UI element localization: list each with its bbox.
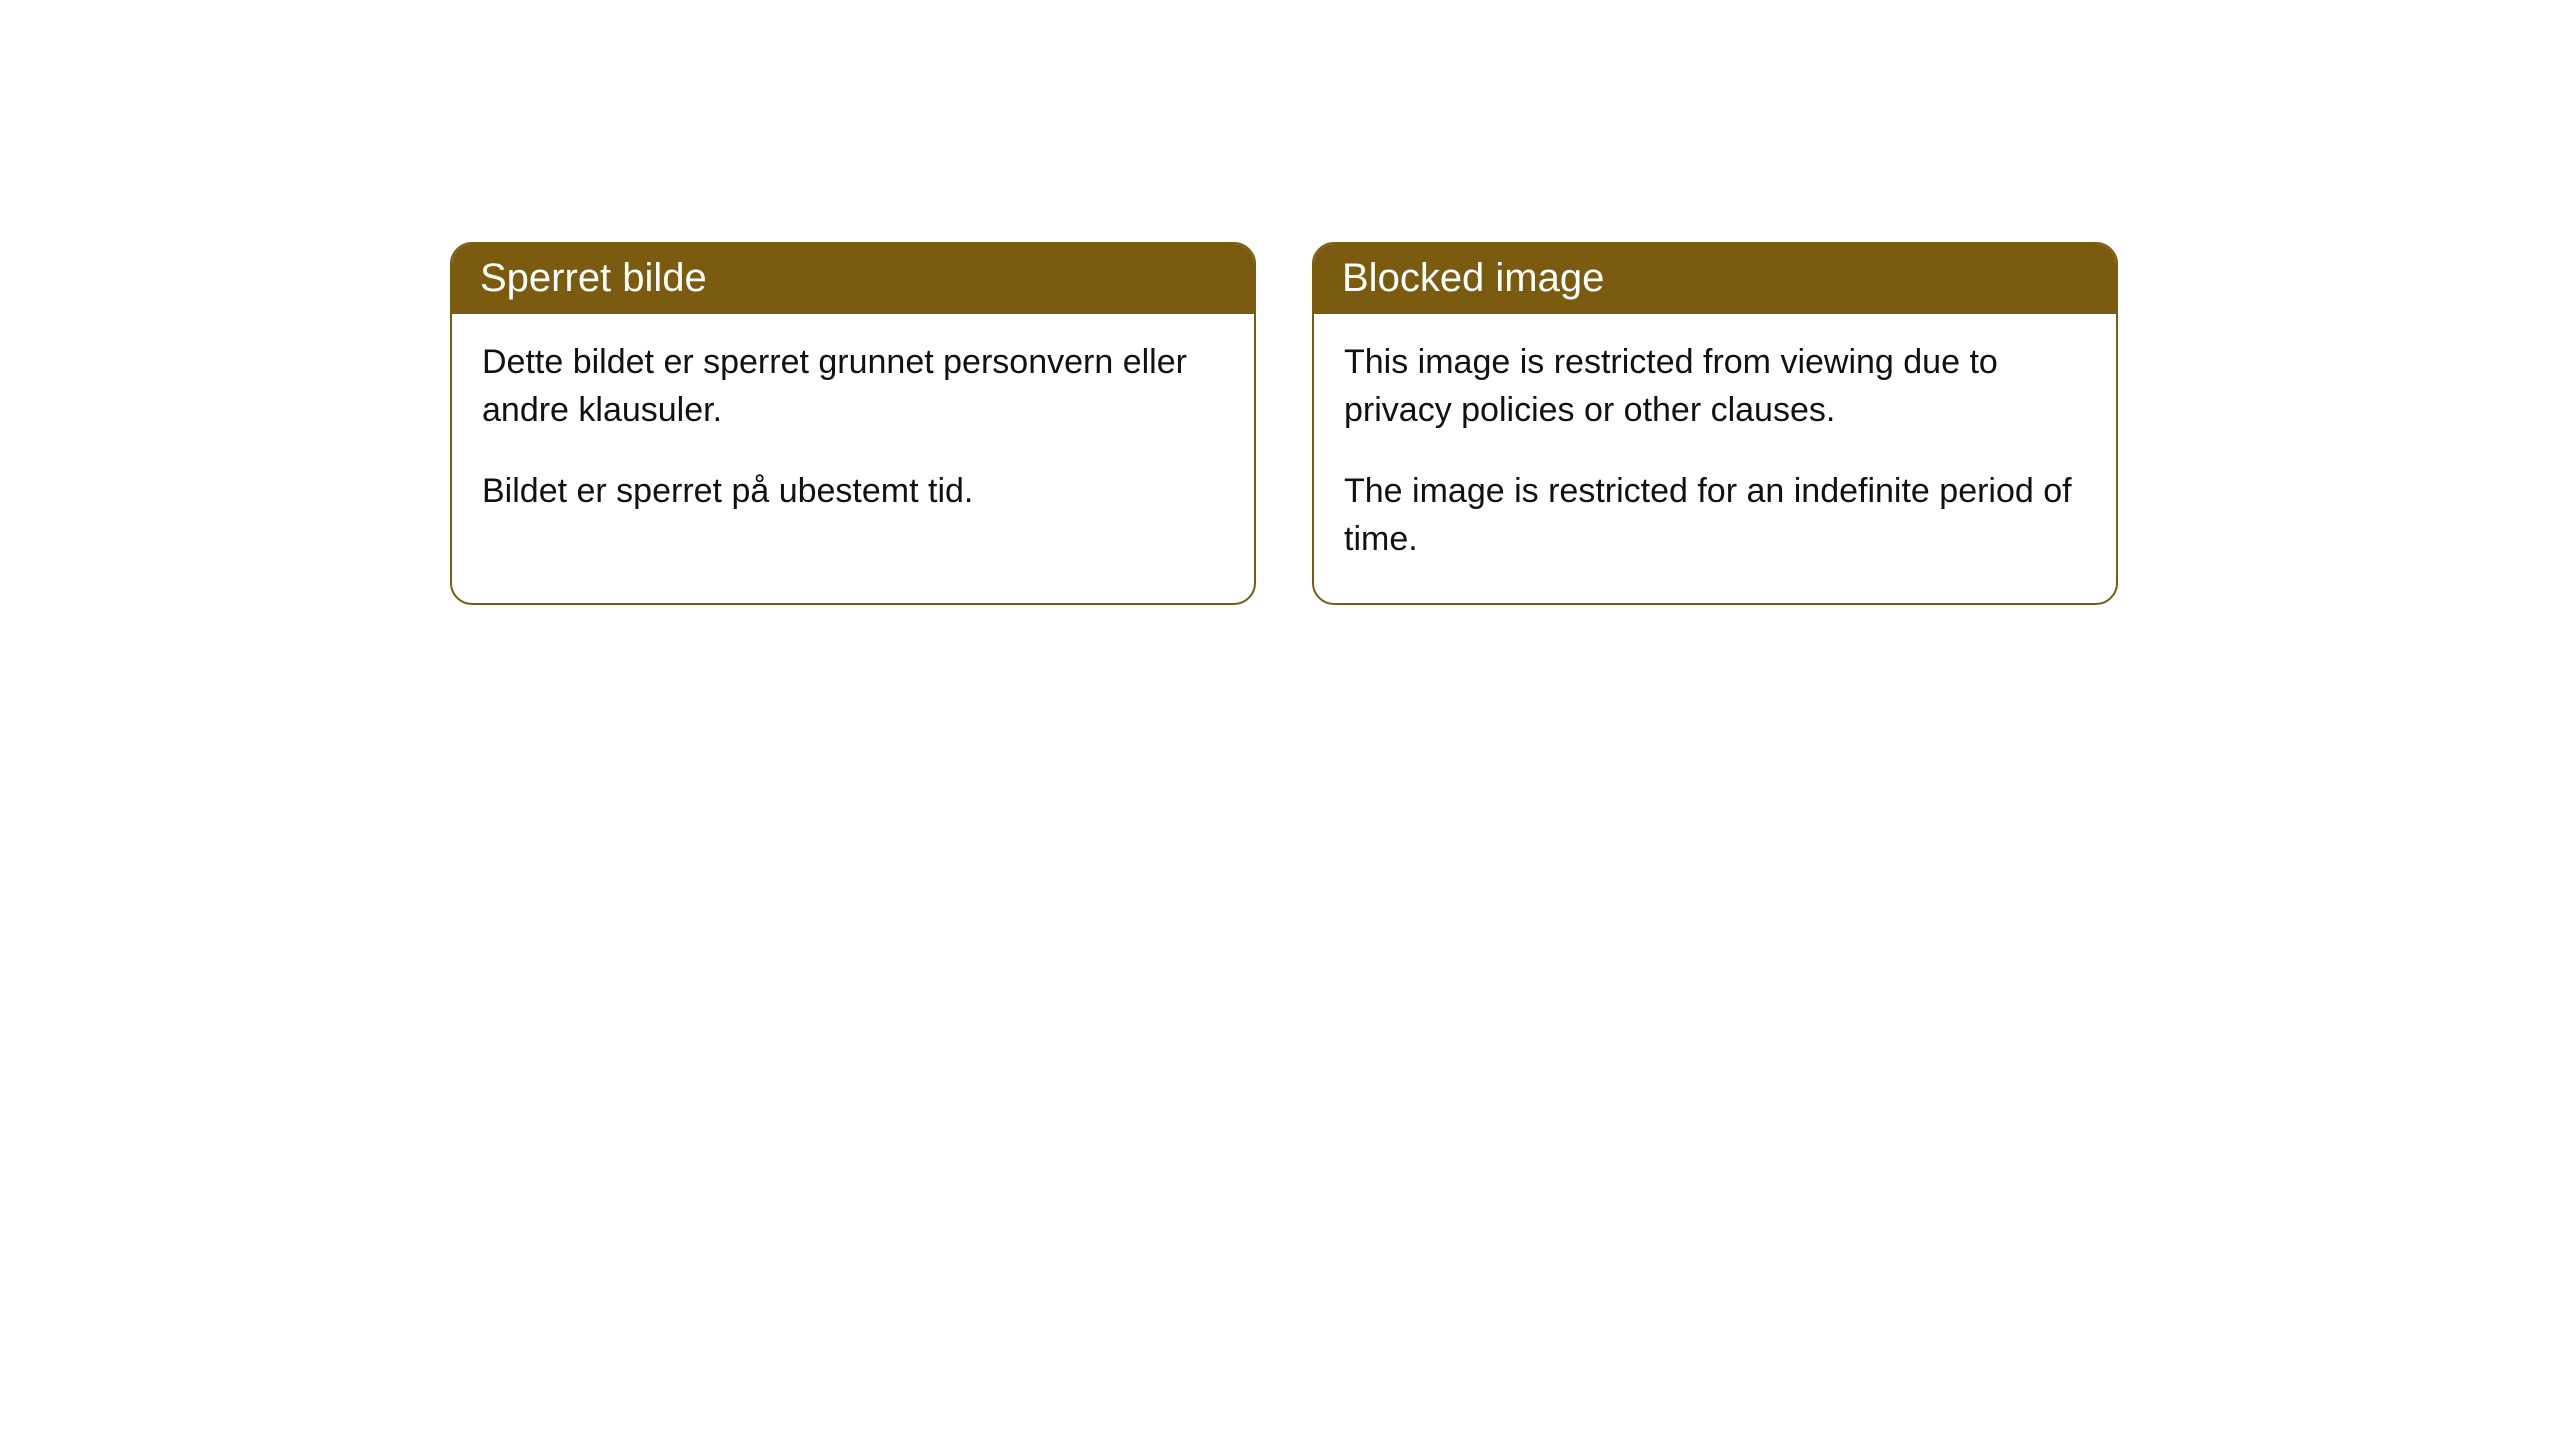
notice-card-title: Sperret bilde	[452, 244, 1254, 314]
notice-card-body: Dette bildet er sperret grunnet personve…	[452, 314, 1254, 555]
notice-card-paragraph: The image is restricted for an indefinit…	[1344, 467, 2086, 564]
notice-cards-container: Sperret bilde Dette bildet er sperret gr…	[0, 0, 2560, 605]
notice-card-paragraph: This image is restricted from viewing du…	[1344, 338, 2086, 435]
notice-card-paragraph: Dette bildet er sperret grunnet personve…	[482, 338, 1224, 435]
notice-card-no: Sperret bilde Dette bildet er sperret gr…	[450, 242, 1256, 605]
notice-card-title: Blocked image	[1314, 244, 2116, 314]
notice-card-en: Blocked image This image is restricted f…	[1312, 242, 2118, 605]
notice-card-paragraph: Bildet er sperret på ubestemt tid.	[482, 467, 1224, 515]
notice-card-body: This image is restricted from viewing du…	[1314, 314, 2116, 603]
